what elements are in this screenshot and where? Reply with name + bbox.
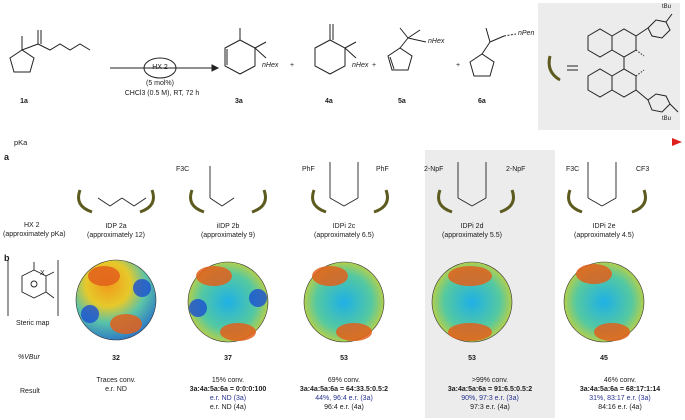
vbur-2e: 45	[600, 355, 608, 362]
counterion-label: X	[40, 270, 45, 277]
result-2b-l1: 15% conv.	[211, 377, 245, 384]
vbur-2c: 53	[340, 355, 348, 362]
tbu-bottom: tBu	[662, 116, 672, 122]
group-ph-right: PhF	[376, 166, 389, 173]
panel-b-letter: b	[4, 253, 10, 263]
catalyst-2d-pka: (approximately 5.5)	[442, 232, 502, 239]
result-2c-l3: 44%, 96:4 e.r. (3a)	[315, 395, 373, 402]
steric-map-legend-structure	[7, 260, 59, 316]
vbur-2a: 32	[112, 355, 120, 362]
vbur-label: %VBur	[18, 354, 40, 361]
catalyst-label: HX 2	[152, 64, 168, 71]
result-label: Result	[20, 388, 40, 395]
steric-map-2d	[431, 261, 513, 343]
result-2c-l1: 69% conv.	[327, 377, 361, 384]
catalyst-2d-name: IDPi 2d	[460, 223, 484, 230]
catalyst-2c-pka: (approximately 6.5)	[314, 232, 374, 239]
catalyst-2e-pka: (approximately 4.5)	[574, 232, 634, 239]
result-2c-l2: 3a:4a:5a:6a = 64:33.5:0.5:2	[299, 386, 389, 393]
catalyst-2a-pka: (approximately 12)	[87, 232, 145, 239]
catalyst-2c-name: IDPi 2c	[332, 223, 356, 230]
result-2d-l3: 90%, 97:3 e.r. (3a)	[461, 395, 519, 402]
result-2d-l1: >99% conv.	[471, 377, 509, 384]
pka-row-label: (approximately pKa)	[3, 231, 66, 238]
result-2e-l2: 3a:4a:5a:6a = 68:17:1:14	[579, 386, 661, 393]
reaction-conditions: CHCl3 (0.5 M), RT, 72 h	[124, 90, 200, 97]
product-3a-sub: nHex	[262, 62, 279, 69]
result-2b-l3: e.r. ND (3a)	[209, 395, 247, 402]
product-6a-sub: nPen	[518, 30, 535, 37]
group-np-left: 2-NpF	[424, 166, 444, 173]
reaction-scheme	[9, 13, 679, 113]
result-2d-l2: 3a:4a:5a:6a = 91:6.5:0.5:2	[447, 386, 533, 393]
result-2a-l2: e.r. ND	[105, 386, 127, 393]
catalyst-2e-name: IDPi 2e	[592, 223, 616, 230]
product-3a-label: 3a	[235, 98, 243, 105]
hx-row-label: HX 2	[24, 222, 40, 229]
catalyst-circle	[143, 57, 177, 79]
catalyst-2b-name: iIDP 2b	[216, 223, 240, 230]
result-2c-l4: 96:4 e.r. (4a)	[324, 404, 364, 411]
product-5a-sub: nHex	[428, 38, 445, 45]
group-ph-left: PhF	[302, 166, 315, 173]
catalyst-2b-pka: (approximately 9)	[200, 232, 256, 239]
product-4a-label: 4a	[325, 98, 333, 105]
group-cf3-2e-right: CF3	[636, 166, 650, 173]
steric-maps	[75, 259, 645, 343]
vbur-2b: 37	[224, 355, 232, 362]
catalyst-amount: (5 mol%)	[145, 80, 174, 87]
group-np-right: 2-NpF	[506, 166, 526, 173]
group-cf3-2e-left: F3C	[566, 166, 580, 173]
result-2d-l4: 97:3 e.r. (4a)	[470, 404, 510, 411]
product-6a-label: 6a	[478, 98, 486, 105]
panel-a-letter: a	[4, 152, 10, 162]
result-2e-l3: 31%, 83:17 e.r. (3a)	[589, 395, 651, 402]
pka-arrowhead	[672, 138, 682, 146]
plus-1: +	[290, 62, 295, 69]
result-2a-l1: Traces conv.	[96, 377, 136, 384]
steric-map-label: Steric map	[16, 320, 50, 327]
substrate-ring	[9, 49, 35, 73]
vbur-2d: 53	[468, 355, 476, 362]
catalyst-2a-name: IDP 2a	[105, 223, 127, 230]
group-cf3-2b: F3C	[176, 166, 190, 173]
result-2e-l1: 46% conv.	[603, 377, 637, 384]
result-2b-l4: e.r. ND (4a)	[209, 404, 247, 411]
catalyst-structures	[77, 162, 647, 214]
plus-2: +	[372, 62, 377, 69]
product-5a-label: 5a	[398, 98, 406, 105]
pka-axis-label: pKa	[14, 138, 28, 147]
substrate-label: 1a	[20, 98, 28, 105]
tbu-top: tBu	[662, 4, 672, 10]
result-2b-l2: 3a:4a:5a:6a = 0:0:0:100	[189, 386, 267, 393]
product-4a-sub: nHex	[352, 62, 369, 69]
catalyst-highlight-box	[538, 3, 680, 130]
plus-3: +	[456, 62, 461, 69]
result-2e-l4: 84:16 e.r. (4a)	[598, 404, 642, 411]
